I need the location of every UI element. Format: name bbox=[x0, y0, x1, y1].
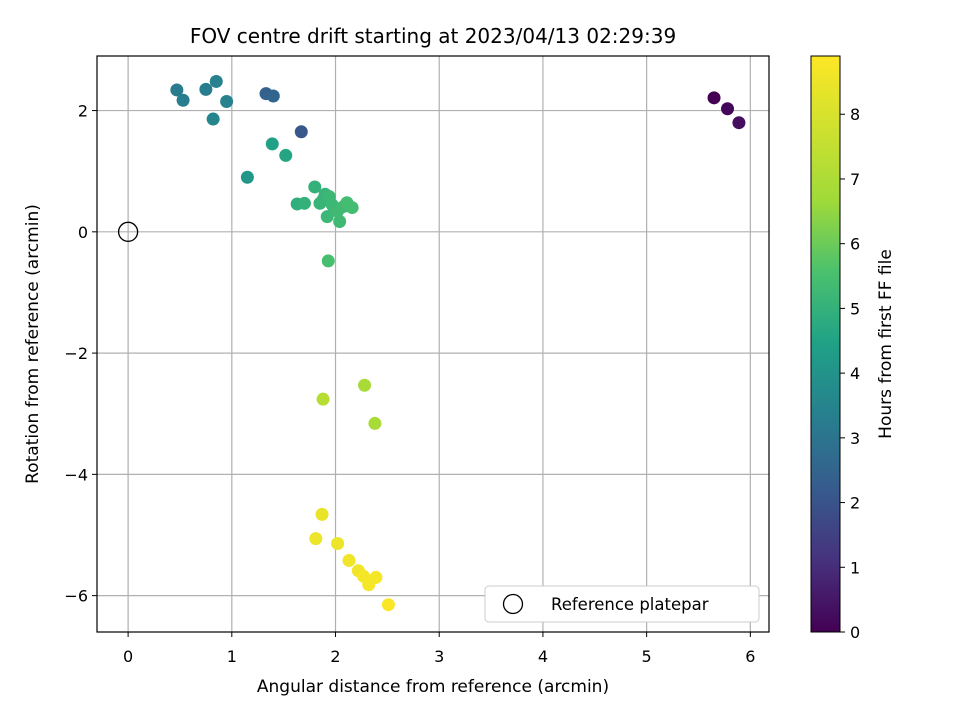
y-tick-label: 2 bbox=[78, 102, 88, 121]
colorbar: 0 1 2 3 4 5 6 7 8 Hours from first FF file bbox=[810, 55, 896, 642]
data-point bbox=[297, 196, 311, 210]
colorbar-tick-label: 6 bbox=[850, 235, 860, 254]
data-point bbox=[333, 215, 347, 229]
colorbar-tick-label: 1 bbox=[850, 558, 860, 577]
y-axis-ticks: −6 −4 −2 0 2 bbox=[64, 102, 97, 606]
data-point bbox=[308, 180, 322, 194]
colorbar-ticks: 0 1 2 3 4 5 6 7 8 bbox=[840, 105, 860, 642]
data-points bbox=[170, 74, 746, 612]
data-point bbox=[316, 392, 330, 406]
legend-box bbox=[484, 585, 760, 623]
data-point bbox=[368, 416, 382, 430]
y-tick-label: 0 bbox=[78, 223, 88, 242]
plot-frame bbox=[96, 55, 770, 633]
legend-label: Reference platepar bbox=[551, 595, 709, 614]
data-point bbox=[199, 82, 213, 96]
data-point bbox=[320, 210, 334, 224]
data-point bbox=[309, 532, 323, 546]
colorbar-label: Hours from first FF file bbox=[876, 249, 896, 439]
data-point bbox=[176, 93, 190, 107]
data-point bbox=[331, 536, 345, 550]
data-point bbox=[721, 102, 735, 116]
colorbar-gradient bbox=[810, 55, 841, 633]
x-axis-label: Angular distance from reference (arcmin) bbox=[257, 677, 609, 697]
colorbar-tick-label: 5 bbox=[850, 299, 860, 318]
colorbar-tick-label: 7 bbox=[850, 170, 860, 189]
x-tick-label: 6 bbox=[745, 647, 755, 666]
x-axis-ticks: 0 1 2 3 4 5 6 bbox=[123, 632, 755, 666]
x-tick-label: 2 bbox=[330, 647, 340, 666]
data-point bbox=[206, 112, 220, 126]
y-tick-label: −4 bbox=[64, 465, 88, 484]
data-point bbox=[279, 148, 293, 162]
data-point bbox=[265, 137, 279, 151]
x-tick-label: 1 bbox=[227, 647, 237, 666]
x-tick-label: 0 bbox=[123, 647, 133, 666]
data-point bbox=[209, 74, 223, 88]
grid-lines bbox=[97, 56, 769, 632]
colorbar-tick-label: 3 bbox=[850, 429, 860, 448]
colorbar-tick-label: 0 bbox=[850, 623, 860, 642]
data-point bbox=[342, 553, 356, 567]
y-axis-label: Rotation from reference (arcmin) bbox=[23, 204, 43, 484]
data-point bbox=[266, 89, 280, 103]
colorbar-tick-label: 8 bbox=[850, 105, 860, 124]
y-tick-label: −2 bbox=[64, 344, 88, 363]
data-point bbox=[345, 201, 359, 215]
data-point bbox=[369, 570, 383, 584]
data-point bbox=[294, 125, 308, 139]
data-point bbox=[240, 170, 254, 184]
data-point bbox=[220, 94, 234, 108]
data-point bbox=[321, 254, 335, 268]
legend-marker-open-circle bbox=[502, 593, 524, 615]
x-tick-label: 4 bbox=[538, 647, 548, 666]
reference-platepar-marker bbox=[117, 221, 139, 242]
data-point bbox=[381, 598, 395, 612]
data-point bbox=[732, 116, 746, 130]
y-tick-label: −6 bbox=[64, 587, 88, 606]
data-point bbox=[358, 378, 372, 392]
data-point bbox=[315, 507, 329, 521]
chart-title: FOV centre drift starting at 2023/04/13 … bbox=[190, 24, 676, 48]
reference-point-marker bbox=[117, 221, 139, 242]
x-tick-label: 3 bbox=[434, 647, 444, 666]
legend: Reference platepar bbox=[484, 585, 760, 623]
x-tick-label: 5 bbox=[642, 647, 652, 666]
data-point bbox=[170, 83, 184, 97]
colorbar-tick-label: 4 bbox=[850, 364, 860, 383]
colorbar-tick-label: 2 bbox=[850, 494, 860, 513]
data-point bbox=[707, 91, 721, 105]
